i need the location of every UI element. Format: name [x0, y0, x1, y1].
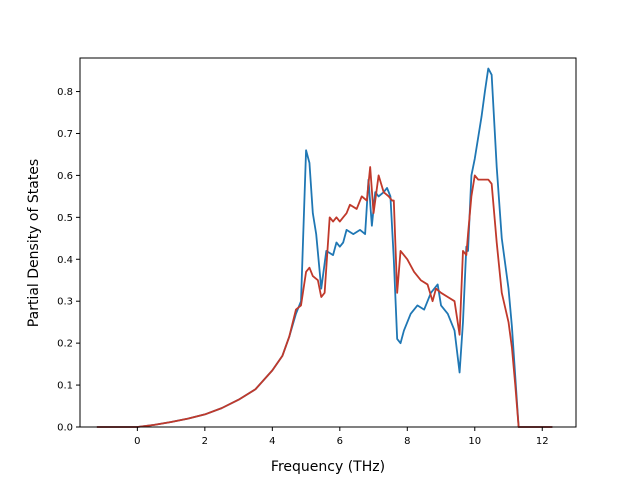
x-axis-label: Frequency (THz)	[271, 459, 385, 475]
y-tick-label: 0.0	[57, 423, 73, 434]
y-tick-label: 0.6	[57, 171, 73, 182]
y-tick-label: 0.8	[57, 87, 73, 98]
series-line-2	[96, 166, 553, 428]
y-tick-label: 0.4	[57, 255, 73, 266]
x-tick-label: 10	[468, 436, 481, 447]
x-tick-label: 6	[337, 436, 343, 447]
axes-frame	[79, 57, 577, 428]
x-tick-label: 2	[202, 436, 208, 447]
y-tick-label: 0.3	[57, 297, 73, 308]
series-line-1	[96, 67, 553, 428]
y-tick-label: 0.5	[57, 213, 73, 224]
plot-frame	[79, 57, 577, 428]
y-axis-label: Partial Density of States	[26, 159, 42, 327]
x-tick-label: 8	[404, 436, 410, 447]
y-tick-label: 0.1	[57, 381, 73, 392]
tick-layer: 0 2 4 6 8 10 12 0.0 0.1 0.2 0.3 0.4 0.5 0.6 0.7 0.8	[57, 87, 549, 447]
y-tick-label: 0.7	[57, 129, 73, 140]
x-tick-label: 12	[536, 436, 549, 447]
x-tick-label: 4	[269, 436, 275, 447]
x-tick-label: 0	[134, 436, 140, 447]
series-layer	[96, 67, 553, 428]
y-tick-label: 0.2	[57, 339, 73, 350]
